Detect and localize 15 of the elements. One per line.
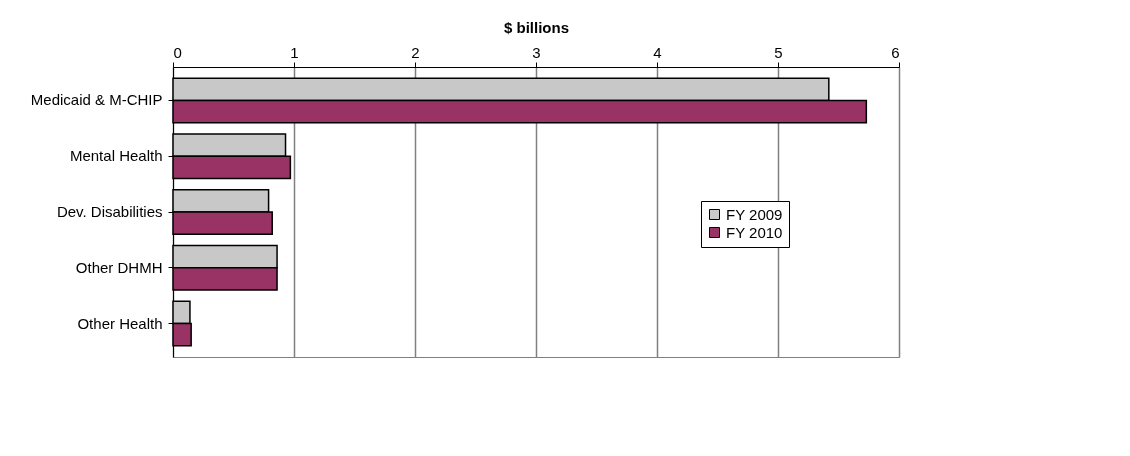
legend-label: FY 2009 <box>726 205 783 223</box>
y-tick-label: Other Health <box>77 314 163 332</box>
y-tick-label: Dev. Disabilities <box>56 203 163 220</box>
x-tick-label: 6 <box>891 43 900 61</box>
x-tick-label: 1 <box>290 43 299 61</box>
y-tick-label: Other DHMH <box>75 258 163 276</box>
y-tick-label: Medicaid & M-CHIP <box>30 91 163 109</box>
x-axis-title: $ billions <box>503 18 570 36</box>
x-tick-label: 0 <box>173 43 182 61</box>
x-tick-label: 3 <box>532 43 541 61</box>
x-tick-label: 5 <box>774 43 783 61</box>
x-tick-label: 2 <box>411 43 420 61</box>
legend-label: FY 2010 <box>726 223 783 241</box>
x-tick-label: 4 <box>653 43 662 61</box>
y-tick-label: Mental Health <box>69 147 163 165</box>
